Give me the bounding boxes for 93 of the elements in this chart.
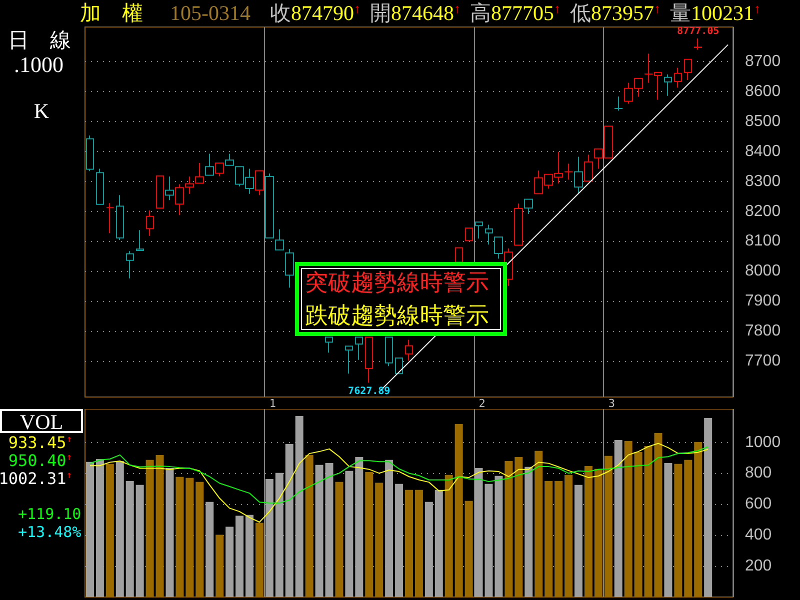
bar <box>275 472 284 597</box>
candlestick <box>614 96 623 112</box>
bar <box>265 478 274 597</box>
bar <box>524 466 533 597</box>
candlestick <box>385 336 393 367</box>
candlestick <box>355 336 363 360</box>
candlestick <box>345 346 353 374</box>
candlestick <box>116 194 124 241</box>
candlestick <box>684 58 692 81</box>
text: 開874648↑ <box>370 1 460 25</box>
y-tick-label: 8200 <box>745 202 781 220</box>
text: 高877705↑ <box>470 1 560 25</box>
candlestick <box>694 38 702 50</box>
y-tick-label: 1000 <box>745 434 781 451</box>
y-tick-label: 200 <box>745 558 772 575</box>
candlestick <box>395 358 403 374</box>
bar <box>166 468 174 597</box>
y-tick-label: 7700 <box>745 352 781 370</box>
y-tick-label: 8700 <box>745 52 781 70</box>
bar <box>664 463 672 597</box>
candlestick <box>455 247 463 263</box>
annotation: 突破趨勢線時警示 <box>305 270 489 295</box>
text: 1002.31↑ <box>0 469 72 488</box>
annotation: 7627.89 <box>348 386 390 398</box>
bar <box>116 460 124 597</box>
annotation: 跌破趨勢線時警示 <box>305 303 489 328</box>
candlestick <box>86 134 94 172</box>
candlestick <box>106 202 114 234</box>
bar <box>236 516 244 597</box>
candlestick <box>485 224 493 246</box>
candlestick <box>405 339 413 361</box>
bar <box>86 462 94 597</box>
chart-title: 加 權 <box>80 1 143 25</box>
y-tick-label: 400 <box>745 526 772 544</box>
candlestick <box>126 250 134 279</box>
chart-subtitle: 105-0314 <box>170 1 250 25</box>
bar <box>245 514 254 597</box>
bar <box>295 416 304 597</box>
bar <box>226 526 234 597</box>
x-tick-label: 1 <box>269 397 276 410</box>
bar <box>424 502 433 597</box>
y-tick-label: 8100 <box>745 232 781 250</box>
bar <box>355 456 364 597</box>
text: 量100231↑ <box>670 1 760 25</box>
candlestick <box>564 163 573 180</box>
bar <box>285 444 294 597</box>
chart-title: VOL <box>0 409 83 434</box>
y-tick-label: 8500 <box>745 112 781 130</box>
bar <box>704 418 712 597</box>
y-tick-label: 8600 <box>745 82 781 100</box>
y-tick-label: 7900 <box>745 292 781 310</box>
line-series <box>89 446 709 504</box>
text: .1000 <box>14 52 64 77</box>
bar <box>574 484 582 597</box>
candlestick <box>365 336 373 384</box>
bar <box>96 458 104 597</box>
text: +119.10 <box>18 505 82 523</box>
candlestick <box>146 210 154 236</box>
candlestick <box>275 228 284 250</box>
candlestick <box>325 336 333 354</box>
text: K <box>32 99 50 123</box>
candlestick <box>136 230 144 251</box>
line-series <box>89 442 709 523</box>
candlestick <box>96 168 104 205</box>
text: 日 線 <box>8 28 71 52</box>
text: 低873957↑ <box>570 1 660 25</box>
bar <box>126 480 134 597</box>
y-tick-label: 800 <box>745 464 772 482</box>
y-tick-label: 8300 <box>745 172 781 190</box>
x-tick-label: 3 <box>608 397 616 410</box>
bar <box>206 502 214 597</box>
text: 950.40↑ <box>8 451 72 470</box>
y-tick-label: 8000 <box>745 262 781 280</box>
bar <box>136 484 144 597</box>
candlestick <box>664 74 672 96</box>
text: 933.45↑ <box>8 433 72 452</box>
bar <box>474 468 483 597</box>
candlestick <box>674 67 682 88</box>
candlestick <box>465 228 473 242</box>
bar <box>434 490 443 597</box>
bar <box>614 440 622 597</box>
bar <box>385 460 394 597</box>
bar <box>395 484 404 597</box>
y-tick-label: 7800 <box>745 322 781 340</box>
y-tick-label: 600 <box>745 496 772 513</box>
bar <box>345 470 354 597</box>
text: +13.48% <box>18 523 82 541</box>
x-tick-label: 2 <box>478 397 486 410</box>
candlestick <box>285 248 294 288</box>
annotation: 8777.05 <box>677 26 720 37</box>
y-tick-label: 8400 <box>745 142 781 160</box>
text: 收874790↑ <box>270 1 360 25</box>
candlestick <box>475 222 483 240</box>
